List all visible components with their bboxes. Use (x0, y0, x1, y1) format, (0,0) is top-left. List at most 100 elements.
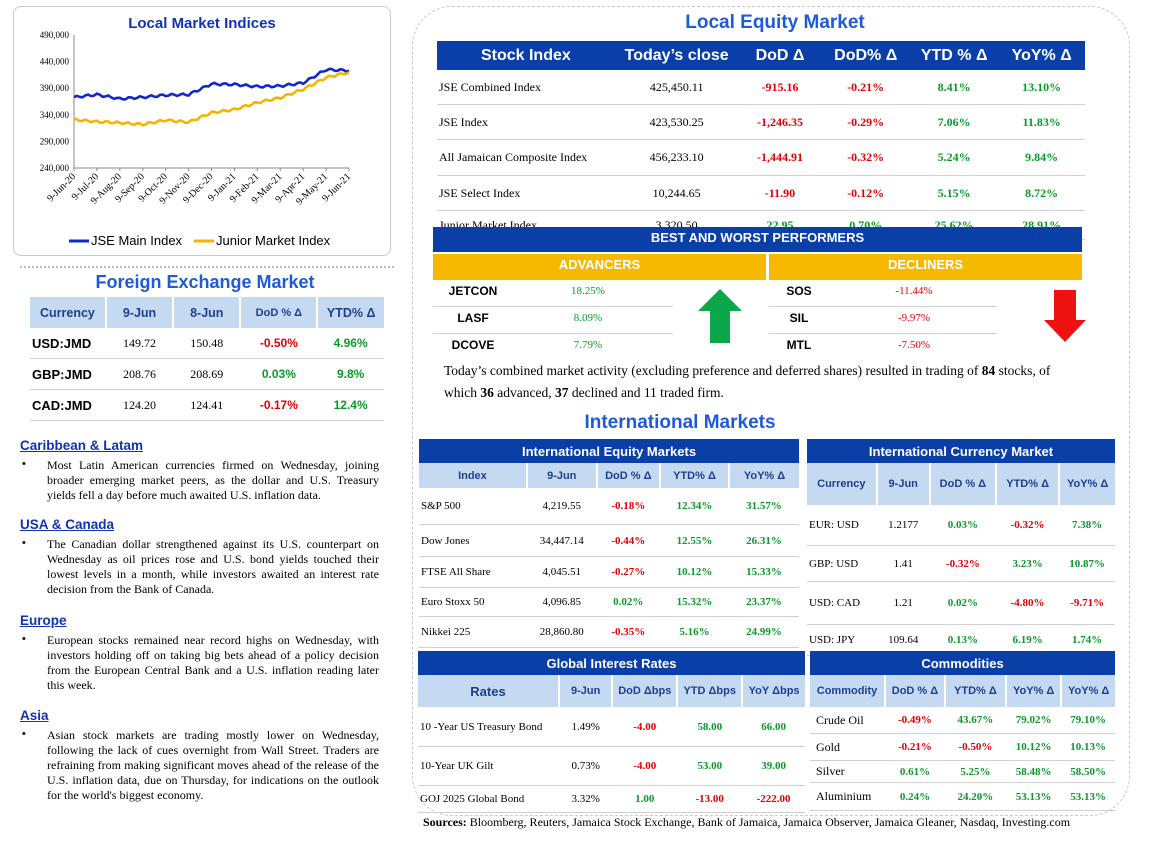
com-title: Commodities (810, 651, 1115, 675)
fx-col-prev: 8-Jun (172, 297, 241, 328)
gir-value-cell: -222.00 (742, 785, 805, 813)
com-row: Crude Oil -0.49% 43.67% 79.02% 79.10% (810, 707, 1115, 734)
summary-advanced: 36 (480, 385, 494, 400)
series-line (73, 71, 350, 127)
gir-name-cell: 10 -Year US Treasury Bond (418, 707, 560, 747)
best-worst-title: BEST AND WORST PERFORMERS (433, 227, 1082, 252)
local-equity-table: Stock Index Today’s close DoD Δ DoD% Δ Y… (437, 41, 1085, 240)
gir-col-header: Rates (418, 675, 560, 707)
gir-value-cell: 39.00 (742, 746, 805, 786)
iem-name-cell: Nikkei 225 (419, 616, 527, 648)
icm-header-row: Currency 9-Jun DoD % Δ YTD% Δ YoY% Δ (807, 463, 1115, 505)
lem-value-cell: 13.10% (998, 70, 1085, 105)
lem-value-cell: -0.29% (821, 104, 910, 140)
icm-name-cell: USD: CAD (807, 581, 877, 625)
iem-col-header: YoY% Δ (728, 463, 799, 488)
fx-divider (20, 266, 394, 426)
down-arrow-icon (1044, 290, 1086, 342)
lem-value-cell: -1,444.91 (738, 139, 822, 176)
iem-value-cell: 12.34% (660, 488, 730, 525)
lem-row: JSE Combined Index 425,450.11 -915.16 -0.21… (437, 70, 1085, 105)
stock-change: -11.44% (895, 285, 933, 297)
icm-value-cell: 0.03% (929, 505, 996, 546)
stock-change: -7.50% (897, 339, 931, 351)
iem-col-header: Index (419, 463, 527, 488)
icm-row: USD: CAD 1.21 0.02% -4.80% -9.71% (807, 581, 1115, 625)
gir-row: GOJ 2025 Global Bond 3.32% 1.00 -13.00 -222.… (418, 785, 805, 813)
gir-value-cell: -13.00 (677, 785, 743, 813)
fx-value-cell: 149.72 (105, 328, 174, 359)
lem-value-cell: 9.84% (998, 139, 1085, 176)
gir-value-cell: 58.00 (677, 707, 743, 747)
gir-col-header: 9-Jun (558, 675, 613, 707)
com-name-cell: Gold (810, 733, 885, 761)
com-col-header: Commodity (810, 675, 885, 707)
com-col-header: YTD% Δ (943, 675, 1006, 707)
icm-row: EUR: USD 1.2177 0.03% -0.32% 7.38% (807, 505, 1115, 546)
fx-table: Currency 9-Jun 8-Jun DoD % Δ YTD% Δ USD:… (30, 297, 384, 421)
iem-value-cell: 31.57% (729, 488, 799, 525)
icm-value-cell: -0.32% (929, 545, 996, 582)
icm-row: USD: JPY 109.64 0.13% 6.19% 1.74% (807, 624, 1115, 656)
iem-value-cell: 5.16% (660, 616, 730, 648)
icm-value-cell: 3.23% (995, 545, 1060, 582)
market-indices-chart-panel: Local Market Indices 490,000 440,000 390,0… (13, 6, 391, 256)
icm-name-cell: GBP: USD (807, 545, 877, 582)
summary-text-2: stocks, of which (444, 363, 1051, 400)
com-value-cell: 58.50% (1061, 760, 1115, 783)
lem-value-cell: -11.90 (738, 175, 822, 211)
iem-value-cell: 34,447.14 (526, 524, 597, 557)
com-name-cell: Crude Oil (810, 707, 885, 734)
lem-value-cell: 425,450.11 (614, 70, 739, 105)
com-value-cell: 10.13% (1061, 733, 1115, 761)
advancer-row: LASF 8.09% (433, 307, 673, 334)
fx-row: USD:JMD 149.72 150.48 -0.50% 4.96% (30, 328, 384, 359)
lem-row: JSE Select Index 10,244.65 -11.90 -0.12% 5.1… (437, 175, 1085, 211)
news-heading: Asia (20, 708, 49, 723)
bullet-icon: • (22, 728, 26, 740)
summary-text-3: advanced, (493, 385, 555, 400)
news-heading: Europe (20, 613, 67, 628)
lem-index-name: All Jamaican Composite Index (437, 139, 615, 176)
iem-value-cell: 0.02% (596, 587, 660, 617)
icm-name-cell: EUR: USD (807, 505, 877, 546)
fx-title: Foreign Exchange Market (95, 272, 315, 292)
com-col-header: YoY% Δ (1004, 675, 1062, 707)
iem-value-cell: 10.12% (660, 556, 730, 588)
iem-value-cell: -0.35% (596, 616, 660, 648)
gir-value-cell: 0.73% (559, 746, 613, 786)
sources-line: Sources: Bloomberg, Reuters, Jamaica Sto… (423, 815, 1133, 830)
news-paragraph: European stocks remained near record hig… (47, 633, 379, 692)
lem-value-cell: -915.16 (738, 70, 822, 105)
com-value-cell: 0.24% (885, 782, 945, 811)
fx-row: GBP:JMD 208.76 208.69 0.03% 9.8% (30, 358, 384, 390)
gir-value-cell: 1.00 (612, 785, 678, 813)
lem-value-cell: -1,246.35 (738, 104, 822, 140)
com-row: Aluminium 0.24% 24.20% 53.13% 53.13% (810, 782, 1115, 811)
lem-value-cell: 8.41% (910, 70, 999, 105)
iem-value-cell: -0.44% (596, 524, 660, 557)
gir-title: Global Interest Rates (418, 651, 805, 675)
iem-row: Dow Jones 34,447.14 -0.44% 12.55% 26.31% (419, 524, 799, 557)
com-value-cell: 53.13% (1061, 782, 1115, 811)
bullet-icon: • (22, 537, 26, 549)
icm-value-cell: 10.87% (1059, 545, 1115, 582)
gir-row: 10-Year UK Gilt 0.73% -4.00 53.00 39.00 (418, 746, 805, 786)
fx-value-cell: 0.03% (240, 358, 318, 390)
gir-value-cell: 66.00 (742, 707, 805, 747)
gir-header-row: Rates 9-Jun DoD Δbps YTD Δbps YoY Δbps (418, 675, 805, 707)
com-col-header: YoY% Δ (1060, 675, 1115, 707)
iem-name-cell: Euro Stoxx 50 (419, 587, 527, 617)
y-tick-label: 340,000 (40, 110, 70, 120)
iem-value-cell: 4,045.51 (526, 556, 597, 588)
gir-value-cell: 1.49% (559, 707, 613, 747)
news-paragraph: Asian stock markets are trading mostly l… (47, 728, 379, 802)
lem-header-row: Stock Index Today’s close DoD Δ DoD% Δ Y… (437, 41, 1085, 70)
international-markets-title: International Markets (584, 412, 776, 433)
fx-col-dod: DoD % Δ (239, 297, 318, 328)
iem-row: S&P 500 4,219.55 -0.18% 12.34% 31.57% (419, 488, 799, 525)
lem-col-close: Today’s close (614, 41, 739, 70)
icm-value-cell: -0.32% (995, 505, 1060, 546)
stock-symbol: DCOVE (451, 338, 495, 352)
lem-col-yoy: YoY% Δ (998, 41, 1085, 70)
